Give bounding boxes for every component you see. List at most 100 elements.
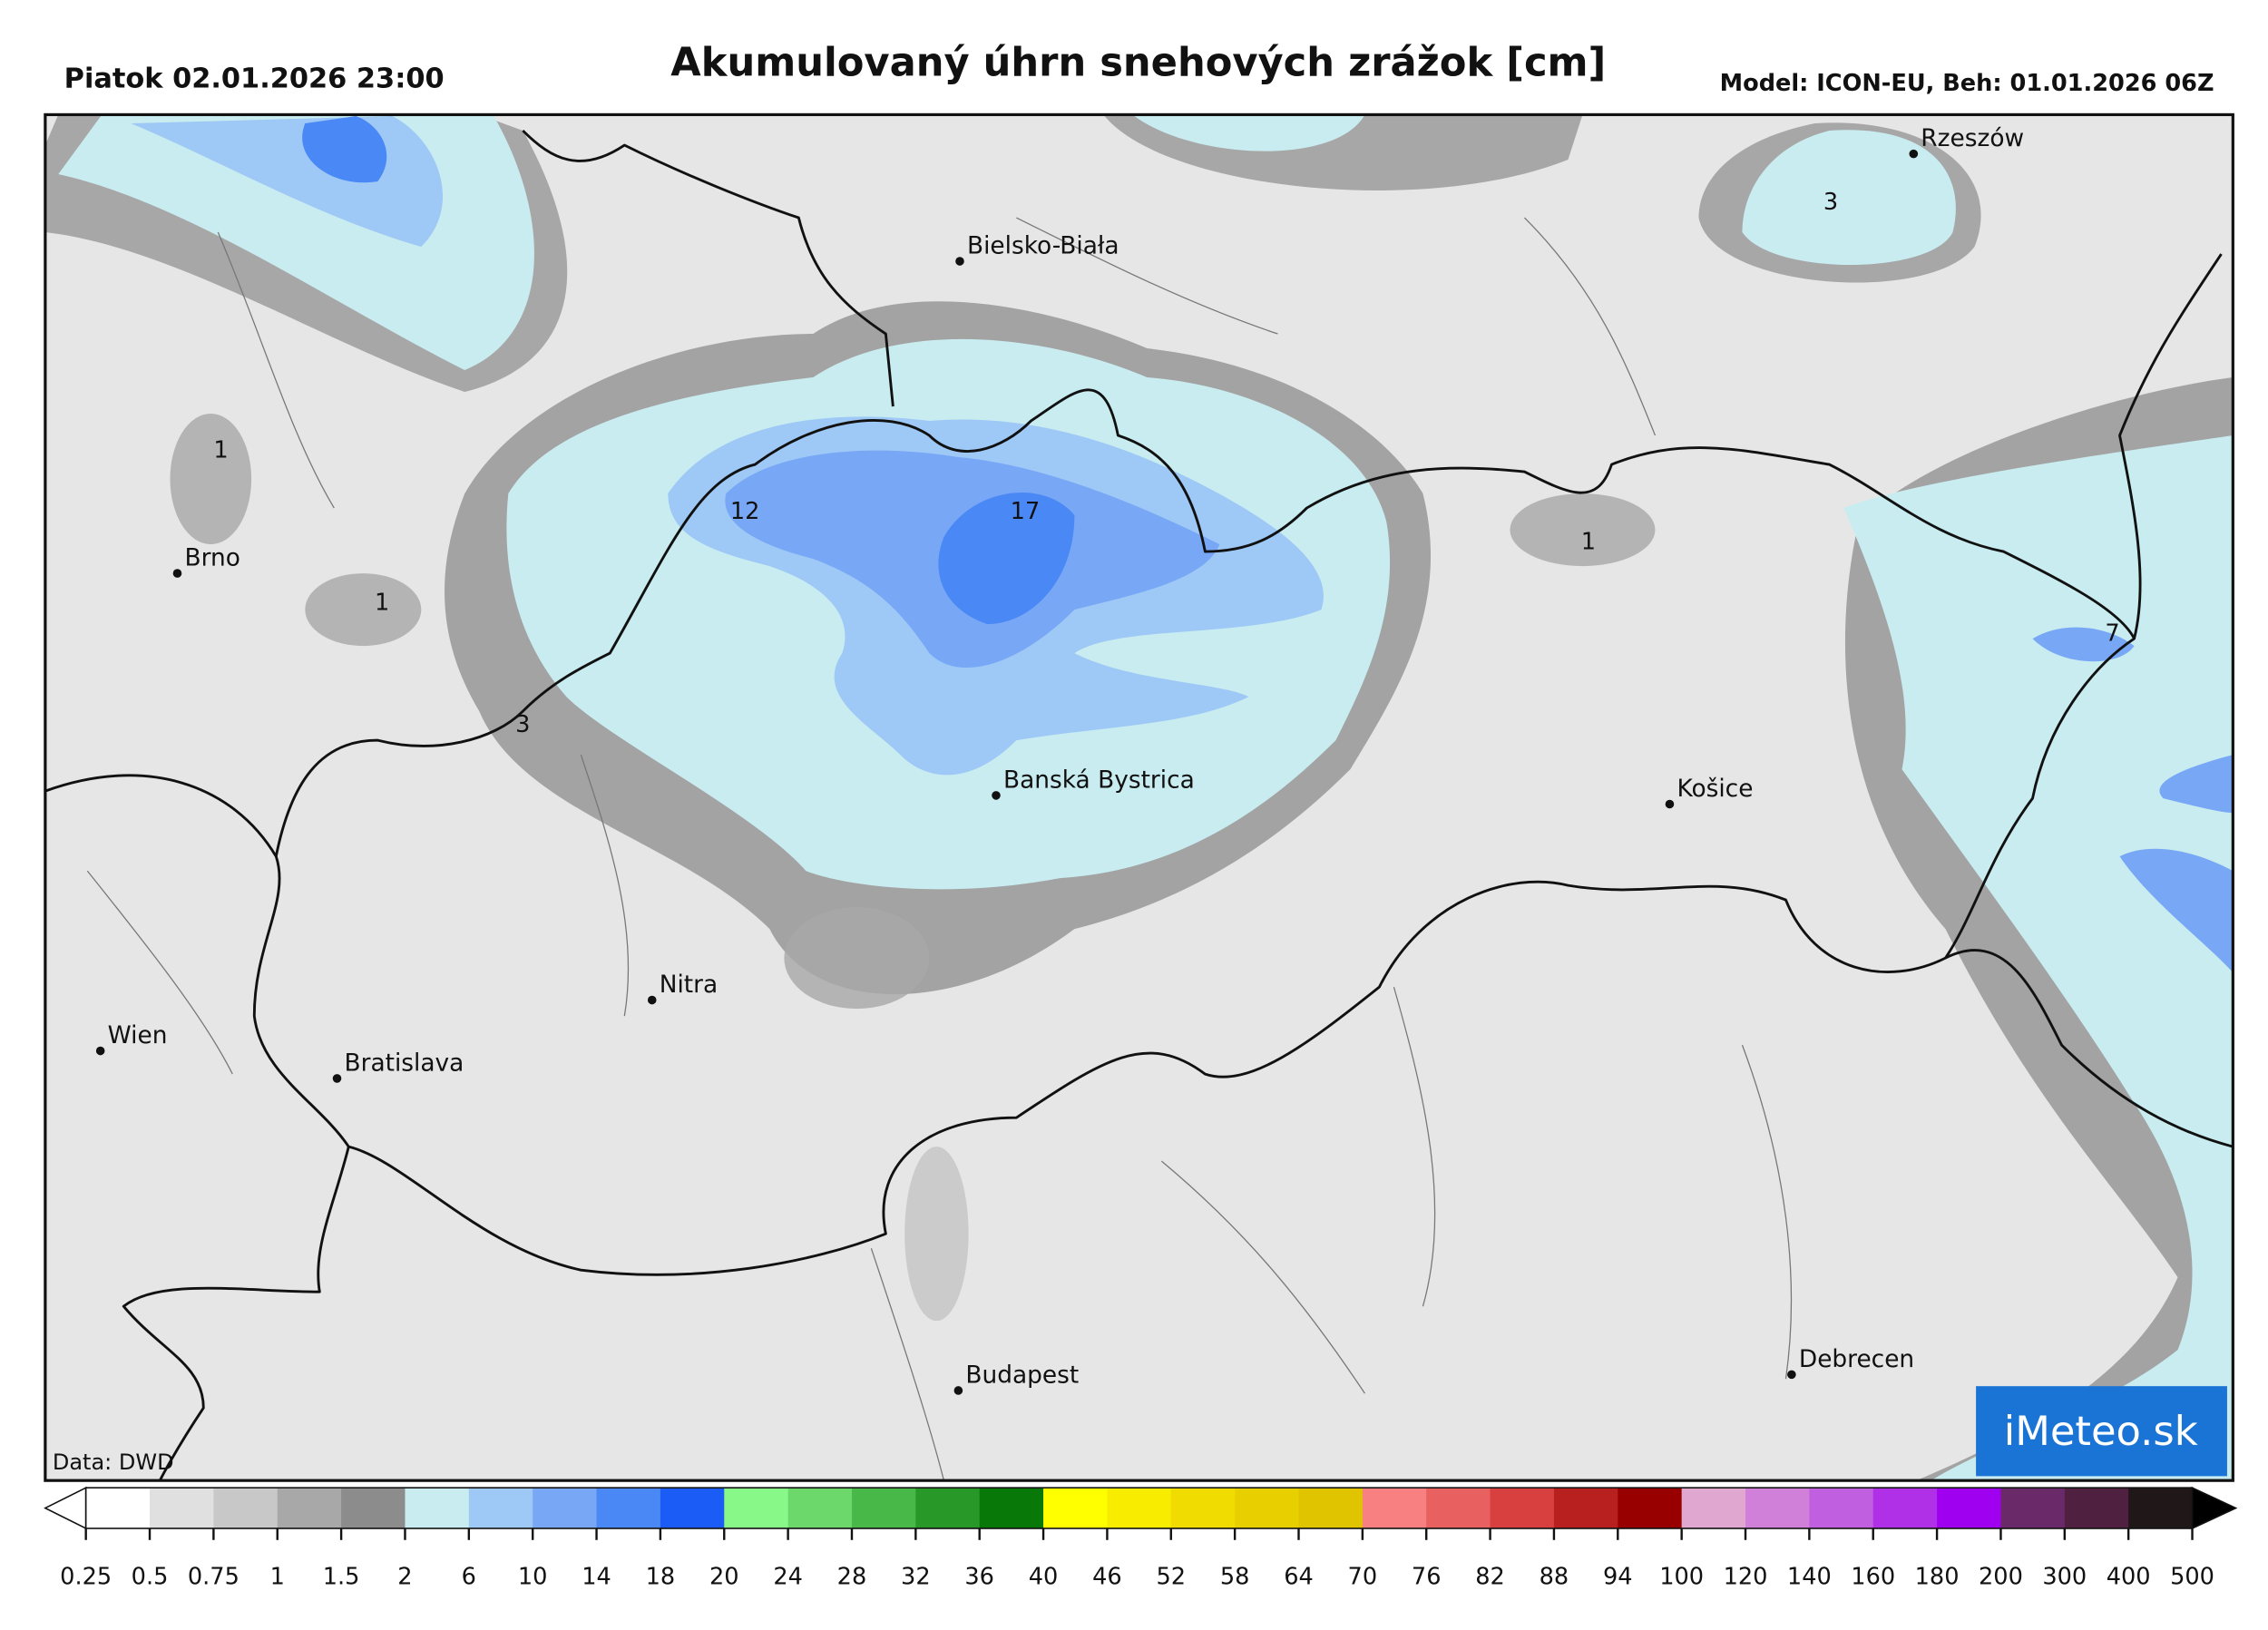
colorbar-tick-label: 94 bbox=[1603, 1563, 1633, 1590]
colorbar-bin bbox=[1872, 1488, 1938, 1528]
colorbar-bin bbox=[405, 1488, 470, 1528]
city-dot bbox=[1909, 149, 1919, 159]
city-dot bbox=[332, 1074, 342, 1083]
colorbar-tick-label: 36 bbox=[964, 1563, 994, 1590]
contour-label: 1 bbox=[375, 590, 389, 617]
colorbar-bin bbox=[724, 1488, 789, 1528]
colorbar-bin bbox=[1490, 1488, 1555, 1528]
colorbar-tick-label: 58 bbox=[1220, 1563, 1250, 1590]
city-label: Wien bbox=[108, 1021, 168, 1049]
colorbar-tick-label: 32 bbox=[901, 1563, 931, 1590]
city-dot bbox=[95, 1046, 105, 1056]
city-label: Bielsko-Biała bbox=[967, 232, 1119, 260]
colorbar-bin bbox=[1745, 1488, 1810, 1528]
contour-label: 1 bbox=[1581, 528, 1596, 555]
colorbar-tick-label: 200 bbox=[1979, 1563, 2023, 1590]
colorbar-bin bbox=[85, 1488, 151, 1528]
colorbar-tick-label: 120 bbox=[1724, 1563, 1768, 1590]
colorbar-bin bbox=[1107, 1488, 1172, 1528]
contour-label: 7 bbox=[2105, 620, 2119, 647]
city-label: Budapest bbox=[965, 1361, 1079, 1389]
city-dot bbox=[1665, 799, 1675, 809]
colorbar-tick-label: 10 bbox=[518, 1563, 548, 1590]
colorbar-tick-label: 28 bbox=[837, 1563, 867, 1590]
colorbar-tick-label: 180 bbox=[1915, 1563, 1960, 1590]
colorbar-bin bbox=[2000, 1488, 2066, 1528]
colorbar-bin bbox=[979, 1488, 1044, 1528]
city-label: Debrecen bbox=[1799, 1345, 1914, 1373]
colorbar-bin bbox=[2064, 1488, 2129, 1528]
colorbar-tick-label: 20 bbox=[709, 1563, 739, 1590]
colorbar-bin bbox=[1235, 1488, 1299, 1528]
city-dot bbox=[992, 791, 1001, 800]
colorbar-bin bbox=[213, 1488, 279, 1528]
colorbar-frame bbox=[84, 1487, 2194, 1529]
colorbar-tick-label: 24 bbox=[773, 1563, 803, 1590]
colorbar-tick-label: 300 bbox=[2042, 1563, 2087, 1590]
colorbar-tick-label: 40 bbox=[1029, 1563, 1059, 1590]
colorbar-tick-label: 82 bbox=[1475, 1563, 1505, 1590]
colorbar-tick-label: 18 bbox=[646, 1563, 676, 1590]
colorbar-tick-label: 70 bbox=[1348, 1563, 1378, 1590]
colorbar-tick-label: 2 bbox=[397, 1563, 412, 1590]
city-label: Bratislava bbox=[345, 1049, 464, 1077]
logo-box bbox=[1976, 1386, 2227, 1477]
city-dot bbox=[172, 569, 182, 578]
date-label: Piatok 02.01.2026 23:00 bbox=[64, 63, 445, 95]
colorbar-tick-label: 100 bbox=[1659, 1563, 1704, 1590]
map-frame bbox=[44, 112, 2234, 1482]
colorbar-tick-label: 0.5 bbox=[132, 1563, 169, 1590]
colorbar-bin bbox=[277, 1488, 342, 1528]
city-dot bbox=[953, 1386, 963, 1395]
colorbar-bin bbox=[787, 1488, 853, 1528]
city-label: Brno bbox=[184, 544, 240, 572]
colorbar-tick-label: 14 bbox=[582, 1563, 611, 1590]
colorbar-bin bbox=[150, 1488, 214, 1528]
colorbar-bin bbox=[1553, 1488, 1618, 1528]
city-dot bbox=[1787, 1370, 1796, 1380]
colorbar-bin bbox=[1298, 1488, 1364, 1528]
colorbar-bin bbox=[1426, 1488, 1491, 1528]
city-dot bbox=[647, 995, 657, 1005]
city-label: Rzeszów bbox=[1921, 124, 2024, 152]
city-dot bbox=[955, 257, 964, 266]
colorbar-tick-label: 1.5 bbox=[323, 1563, 360, 1590]
colorbar-tick-label: 52 bbox=[1156, 1563, 1186, 1590]
colorbar-bin bbox=[1618, 1488, 1683, 1528]
colorbar-tick-label: 46 bbox=[1092, 1563, 1122, 1590]
colorbar-bin bbox=[341, 1488, 406, 1528]
colorbar-bin bbox=[596, 1488, 661, 1528]
colorbar-bin bbox=[660, 1488, 725, 1528]
map bbox=[44, 114, 2234, 1481]
city-label: Banská Bystrica bbox=[1003, 766, 1195, 794]
model-label: Model: ICON-EU, Beh: 01.01.2026 06Z bbox=[1720, 70, 2214, 97]
contour-label: 3 bbox=[515, 711, 530, 738]
colorbar-bin bbox=[1809, 1488, 1874, 1528]
contour-label: 1 bbox=[213, 437, 228, 464]
colorbar-bin bbox=[533, 1488, 598, 1528]
colorbar-over bbox=[2191, 1486, 2238, 1530]
colorbar-tick-label: 6 bbox=[462, 1563, 476, 1590]
colorbar-tick-label: 140 bbox=[1787, 1563, 1832, 1590]
colorbar-tick-label: 1 bbox=[270, 1563, 285, 1590]
city-label: Nitra bbox=[660, 971, 718, 999]
colorbar-tick-label: 0.75 bbox=[188, 1563, 240, 1590]
colorbar-bin bbox=[1043, 1488, 1108, 1528]
colorbar-tick-label: 64 bbox=[1284, 1563, 1314, 1590]
colorbar-tick-label: 160 bbox=[1851, 1563, 1895, 1590]
colorbar-under bbox=[44, 1486, 87, 1530]
colorbar-bin bbox=[1362, 1488, 1427, 1528]
colorbar-tick-label: 0.25 bbox=[60, 1563, 112, 1590]
contour-label: 17 bbox=[1011, 498, 1041, 525]
colorbar-bin bbox=[851, 1488, 916, 1528]
data-credit: Data: DWD bbox=[53, 1449, 174, 1475]
colorbar-tick-label: 500 bbox=[2170, 1563, 2214, 1590]
colorbar-bin bbox=[468, 1488, 533, 1528]
colorbar-bin bbox=[1937, 1488, 2001, 1528]
colorbar-tick-label: 88 bbox=[1540, 1563, 1569, 1590]
contour-label: 3 bbox=[1823, 189, 1838, 216]
logo: iMeteo.sk bbox=[2004, 1407, 2198, 1455]
contour-label: 12 bbox=[730, 498, 760, 525]
colorbar-bin bbox=[1170, 1488, 1236, 1528]
